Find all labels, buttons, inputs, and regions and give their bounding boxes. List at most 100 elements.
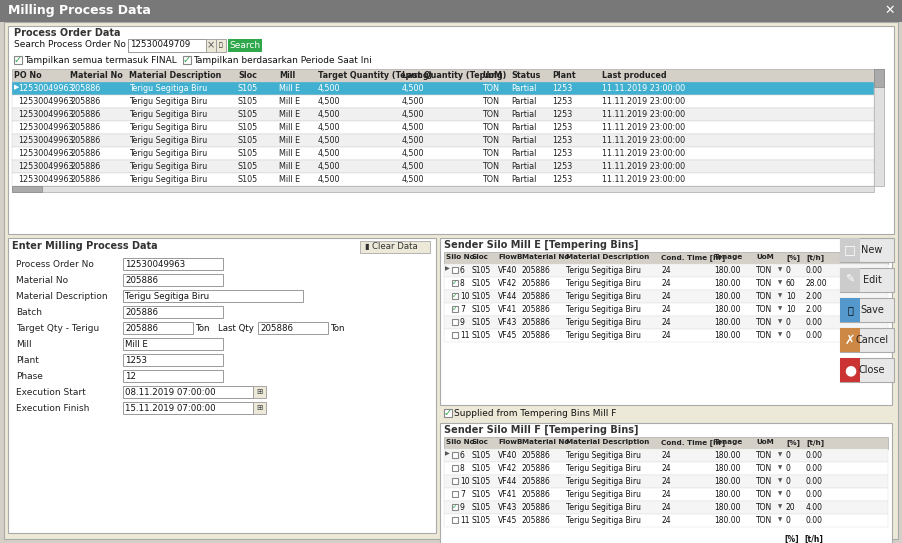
Bar: [360, 241, 430, 253]
Text: 180.00: 180.00: [714, 490, 741, 499]
Text: 11: 11: [460, 331, 470, 340]
Text: Material No: Material No: [522, 439, 569, 445]
Text: S105: S105: [472, 331, 492, 340]
Text: 11.11.2019 23:00:00: 11.11.2019 23:00:00: [602, 149, 686, 158]
Text: ▼: ▼: [778, 281, 782, 286]
Text: Edit: Edit: [862, 275, 881, 285]
Text: Terigu Segitiga Biru: Terigu Segitiga Biru: [566, 490, 641, 499]
Text: TON: TON: [482, 123, 499, 132]
Text: VF45: VF45: [498, 331, 518, 340]
Bar: [444, 501, 888, 514]
Text: 0: 0: [786, 464, 791, 473]
Text: Terigu Segitiga Biru: Terigu Segitiga Biru: [566, 318, 641, 327]
Text: 180.00: 180.00: [714, 305, 741, 314]
Bar: [444, 462, 888, 475]
Text: 6: 6: [460, 266, 465, 275]
Text: TON: TON: [756, 451, 772, 460]
Text: 0.00: 0.00: [806, 490, 823, 499]
Bar: [840, 328, 860, 352]
Text: Enter Milling Process Data: Enter Milling Process Data: [12, 241, 158, 251]
Text: 205886: 205886: [70, 175, 100, 184]
Text: S105: S105: [472, 279, 492, 288]
Bar: [452, 267, 458, 273]
Text: 205886: 205886: [522, 477, 551, 486]
Text: 6: 6: [460, 451, 465, 460]
Text: 15.11.2019 07:00:00: 15.11.2019 07:00:00: [125, 404, 216, 413]
Text: 10: 10: [460, 292, 470, 301]
Text: S105: S105: [472, 477, 492, 486]
Text: Partial: Partial: [511, 123, 537, 132]
Text: Sender Silo Mill F [Tempering Bins]: Sender Silo Mill F [Tempering Bins]: [444, 425, 639, 435]
Text: VF44: VF44: [498, 292, 518, 301]
Text: TON: TON: [482, 162, 499, 171]
Bar: [452, 517, 458, 523]
Bar: [258, 322, 328, 334]
Text: 4,500: 4,500: [402, 110, 425, 119]
Text: Last produced: Last produced: [602, 71, 667, 80]
Text: Search: Search: [229, 41, 261, 49]
Text: VF43: VF43: [498, 318, 518, 327]
Bar: [12, 160, 874, 173]
Text: Cond. Time [hr]: Cond. Time [hr]: [661, 439, 725, 446]
Text: ×: ×: [207, 40, 215, 50]
Text: Ton: Ton: [331, 324, 345, 333]
Text: UoM: UoM: [756, 439, 774, 445]
Bar: [444, 475, 888, 488]
Bar: [444, 437, 888, 449]
Text: 🔍: 🔍: [219, 42, 223, 48]
Text: Material No: Material No: [70, 71, 123, 80]
Text: S105: S105: [472, 503, 492, 512]
Text: S105: S105: [472, 451, 492, 460]
Text: 180.00: 180.00: [714, 279, 741, 288]
Text: 180.00: 180.00: [714, 318, 741, 327]
Text: 24: 24: [661, 490, 670, 499]
Text: 180.00: 180.00: [714, 292, 741, 301]
Bar: [444, 488, 888, 501]
Bar: [452, 478, 458, 484]
Text: S105: S105: [472, 516, 492, 525]
Text: VF42: VF42: [498, 279, 517, 288]
Text: VF40: VF40: [498, 266, 518, 275]
Text: Execution Finish: Execution Finish: [16, 404, 89, 413]
Text: 12: 12: [125, 372, 136, 381]
Text: 1253: 1253: [552, 162, 572, 171]
Text: 9: 9: [460, 503, 465, 512]
Bar: [452, 504, 458, 510]
Text: Process Order Data: Process Order Data: [14, 28, 121, 38]
Text: Mill E: Mill E: [279, 136, 300, 145]
Text: 0.00: 0.00: [806, 451, 823, 460]
Text: VF43: VF43: [498, 503, 518, 512]
Text: 28.00: 28.00: [806, 279, 828, 288]
Text: 4,500: 4,500: [402, 162, 425, 171]
Text: 205886: 205886: [522, 464, 551, 473]
Text: 180.00: 180.00: [714, 516, 741, 525]
Bar: [840, 358, 860, 382]
Text: 11: 11: [460, 516, 470, 525]
Text: VF44: VF44: [498, 477, 518, 486]
Text: 205886: 205886: [522, 451, 551, 460]
Text: ▶: ▶: [14, 84, 19, 90]
Text: 4,500: 4,500: [318, 162, 340, 171]
Text: 205886: 205886: [522, 503, 551, 512]
Text: 08.11.2019 07:00:00: 08.11.2019 07:00:00: [125, 388, 216, 397]
Text: 12530049709: 12530049709: [130, 40, 190, 49]
Bar: [123, 274, 223, 286]
Text: 4,500: 4,500: [318, 136, 340, 145]
Text: 11.11.2019 23:00:00: 11.11.2019 23:00:00: [602, 110, 686, 119]
Bar: [12, 108, 874, 121]
Bar: [123, 306, 223, 318]
Text: TON: TON: [756, 503, 772, 512]
Bar: [12, 186, 874, 192]
Text: Partial: Partial: [511, 110, 537, 119]
Text: Execution Start: Execution Start: [16, 388, 86, 397]
Text: 180.00: 180.00: [714, 477, 741, 486]
Text: TON: TON: [482, 84, 499, 93]
Text: ▼: ▼: [778, 478, 782, 483]
Text: PO No: PO No: [14, 71, 41, 80]
Text: 0.00: 0.00: [806, 464, 823, 473]
Bar: [444, 316, 888, 329]
Text: 9: 9: [460, 318, 465, 327]
Text: [%]: [%]: [784, 535, 798, 543]
Text: 12530049963: 12530049963: [18, 84, 73, 93]
Bar: [840, 268, 894, 292]
